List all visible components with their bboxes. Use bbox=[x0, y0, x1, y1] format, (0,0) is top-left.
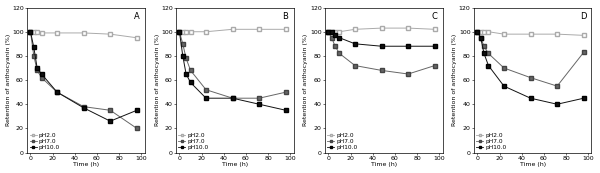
Y-axis label: Retention of anthocyanin (%): Retention of anthocyanin (%) bbox=[304, 34, 308, 126]
Text: A: A bbox=[134, 12, 139, 21]
Y-axis label: Retention of anthocyanin (%): Retention of anthocyanin (%) bbox=[155, 34, 160, 126]
Legend: pH2.0, pH7.0, pH10.0: pH2.0, pH7.0, pH10.0 bbox=[29, 133, 60, 151]
X-axis label: Time (h): Time (h) bbox=[73, 162, 99, 167]
Legend: pH2.0, pH7.0, pH10.0: pH2.0, pH7.0, pH10.0 bbox=[178, 133, 209, 151]
Y-axis label: Retention of anthocyanin (%): Retention of anthocyanin (%) bbox=[5, 34, 11, 126]
Text: C: C bbox=[431, 12, 437, 21]
X-axis label: Time (h): Time (h) bbox=[371, 162, 397, 167]
Legend: pH2.0, pH7.0, pH10.0: pH2.0, pH7.0, pH10.0 bbox=[327, 133, 358, 151]
Text: D: D bbox=[580, 12, 587, 21]
Y-axis label: Retention of anthocyanin (%): Retention of anthocyanin (%) bbox=[452, 34, 457, 126]
Legend: pH2.0, pH7.0, pH10.0: pH2.0, pH7.0, pH10.0 bbox=[476, 133, 507, 151]
X-axis label: Time (h): Time (h) bbox=[222, 162, 248, 167]
Text: B: B bbox=[283, 12, 288, 21]
X-axis label: Time (h): Time (h) bbox=[520, 162, 546, 167]
